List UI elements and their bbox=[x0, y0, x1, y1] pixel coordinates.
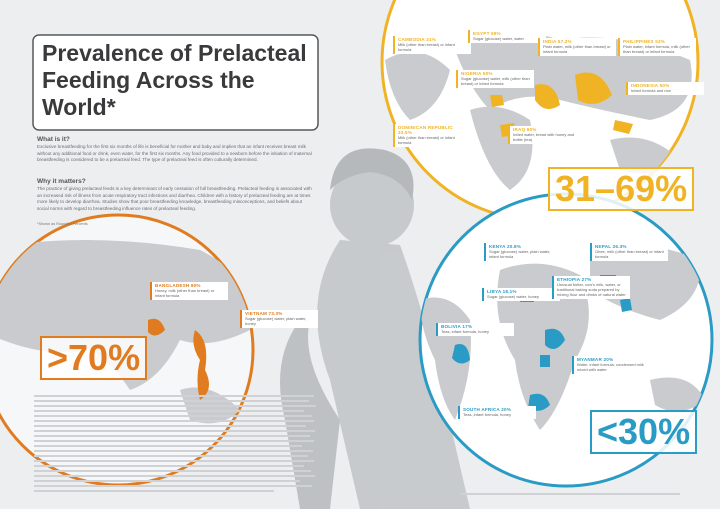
country-box: CAMBODIA 31% Milk (other than breast) or … bbox=[393, 36, 471, 54]
country-name: INDONESIA 50% bbox=[631, 83, 670, 88]
country-box: EGYPT 59% Sugar (glucose) water, water bbox=[468, 30, 546, 43]
section-text: Exclusive breastfeeding for the first si… bbox=[37, 144, 312, 163]
country-feeds: Honey, milk (other than breast) or infan… bbox=[155, 288, 215, 298]
country-feeds: Milk (other than breast) or infant formu… bbox=[398, 42, 455, 52]
country-feeds: Water, infant formula, condensed milk mi… bbox=[577, 362, 644, 372]
section-heading: What is it? bbox=[37, 136, 70, 143]
country-name: IRAQ 60% bbox=[513, 127, 537, 132]
country-box: MYANMAR 20% Water, infant formula, conden… bbox=[572, 356, 650, 374]
country-box: ETHIOPIA 27% Unusual butter, cow's milk, … bbox=[552, 276, 630, 299]
title-box bbox=[32, 34, 319, 131]
country-feeds: Unusual butter, cow's milk, water, or tr… bbox=[557, 282, 626, 297]
country-box: BANGLADESH 90% Honey, milk (other than br… bbox=[150, 282, 228, 300]
section: What is it? Exclusive breastfeeding for … bbox=[37, 136, 315, 164]
country-box: DOMINICAN REPUBLIC 33.5% Milk (other than… bbox=[393, 124, 471, 147]
country-name: MYANMAR 20% bbox=[577, 357, 614, 362]
country-box: IRAQ 60% Infant water, bread with honey a… bbox=[508, 126, 586, 144]
country-name: KENYA 20.8% bbox=[489, 244, 521, 249]
footnote: *Shown as Rounded Percents bbox=[37, 222, 88, 226]
country-name: NIGERIA 50% bbox=[461, 71, 493, 76]
country-name: ETHIOPIA 27% bbox=[557, 277, 592, 282]
country-box: NEPAL 26.3% Ghee, milk (other than breast… bbox=[590, 243, 668, 261]
country-name: INDIA 57.2% bbox=[543, 39, 572, 44]
country-box: KENYA 20.8% Sugar (glucose) water, plain … bbox=[484, 243, 562, 261]
section-heading: Why it matters? bbox=[37, 178, 86, 185]
country-feeds: Milk (other than breast) or infant formu… bbox=[398, 135, 455, 145]
title: Prevalence of Prelacteal Feeding Across … bbox=[42, 40, 307, 120]
country-box: SOUTH AFRICA 20% Teas, infant formula, ho… bbox=[458, 406, 536, 419]
country-feeds: Teas, infant formula, honey bbox=[463, 412, 512, 417]
country-box: INDIA 57.2% Plain water, milk (other than… bbox=[538, 38, 616, 56]
country-name: BOLIVIA 17% bbox=[441, 324, 473, 329]
country-feeds: Sugar (glucose) water, milk (other than … bbox=[461, 76, 530, 86]
country-feeds: Teas, infant formula, honey bbox=[441, 329, 490, 334]
country-feeds: Sugar (glucose) water, honey bbox=[487, 294, 540, 299]
country-name: PHILIPPINES 53% bbox=[623, 39, 666, 44]
country-box: LIBYA 18.1% Sugar (glucose) water, honey bbox=[482, 288, 560, 301]
country-name: NEPAL 26.3% bbox=[595, 244, 627, 249]
country-feeds: Infant water, bread with honey and bottl… bbox=[513, 132, 575, 142]
country-box: NIGERIA 50% Sugar (glucose) water, milk (… bbox=[456, 70, 534, 88]
country-feeds: Sugar (glucose) water, plain water, infa… bbox=[489, 249, 551, 259]
country-box: INDONESIA 50% Infant formula and rice bbox=[626, 82, 704, 95]
country-box: VIETNAM 73.3% Sugar (glucose) water, plai… bbox=[240, 310, 318, 328]
range-label: 31–69% bbox=[548, 167, 695, 211]
sources-block bbox=[34, 395, 680, 495]
country-feeds: Infant formula and rice bbox=[631, 88, 671, 93]
country-feeds: Ghee, milk (other than breast) or infant… bbox=[595, 249, 664, 259]
country-feeds: Sugar (glucose) water, plain water, hone… bbox=[245, 316, 307, 326]
section-text: The practice of giving prelacteal feeds … bbox=[37, 186, 312, 211]
country-name: EGYPT 59% bbox=[473, 31, 501, 36]
country-name: VIETNAM 73.3% bbox=[245, 311, 283, 316]
section: Why it matters? The practice of giving p… bbox=[37, 178, 315, 212]
country-feeds: Plain water, infant formula, milk (other… bbox=[623, 44, 690, 54]
country-name: BANGLADESH 90% bbox=[155, 283, 201, 288]
country-name: DOMINICAN REPUBLIC 33.5% bbox=[398, 125, 453, 135]
country-name: LIBYA 18.1% bbox=[487, 289, 517, 294]
country-name: SOUTH AFRICA 20% bbox=[463, 407, 512, 412]
country-box: PHILIPPINES 53% Plain water, infant formu… bbox=[618, 38, 696, 56]
country-feeds: Sugar (glucose) water, water bbox=[473, 36, 524, 41]
range-label: >70% bbox=[40, 336, 148, 380]
country-name: CAMBODIA 31% bbox=[398, 37, 436, 42]
country-box: BOLIVIA 17% Teas, infant formula, honey bbox=[436, 323, 514, 336]
country-feeds: Plain water, milk (other than breast) or… bbox=[543, 44, 611, 54]
range-label: <30% bbox=[590, 410, 698, 454]
